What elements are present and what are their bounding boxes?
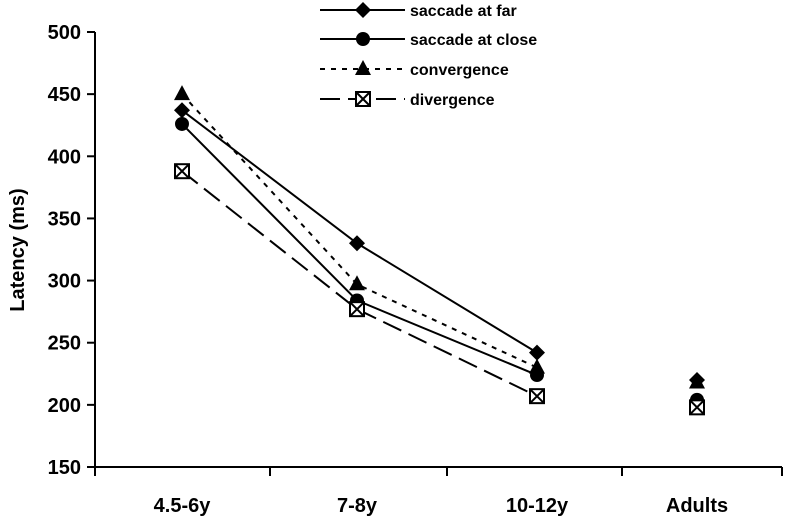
series-markers: [174, 85, 705, 416]
point-s1-0: [175, 116, 189, 131]
legend-marker-0: [355, 2, 371, 18]
y-tick-label-200: 200: [48, 395, 81, 417]
y-tick-label-300: 300: [48, 271, 81, 293]
y-ticks: 150 200 250 300 350 400 450 500: [48, 22, 95, 479]
point-s0-0: [174, 102, 190, 119]
x-categories: 4.5-6y 7-8y 10-12y Adults: [154, 495, 728, 517]
axes: [94, 32, 783, 476]
y-tick-label-400: 400: [48, 146, 81, 168]
y-tick-label-250: 250: [48, 333, 81, 355]
legend-label-2: convergence: [410, 62, 509, 79]
legend-marker-3-cross-b: [355, 91, 371, 107]
legend-label-3: divergence: [410, 92, 495, 109]
x-tick-label-2: 10-12y: [506, 495, 569, 517]
point-s3-0-cross-b: [174, 163, 190, 179]
point-s2-0: [174, 85, 190, 101]
y-tick-label-500: 500: [48, 22, 81, 44]
x-tick-label-1: 7-8y: [337, 495, 378, 517]
point-s2-1: [349, 275, 365, 291]
point-s3-3-cross-b: [689, 399, 705, 416]
legend: saccade at far saccade at close convergenc…: [320, 2, 537, 109]
series-line-3: [181, 170, 538, 398]
point-s3-3: [689, 399, 705, 416]
y-tick-label-450: 450: [48, 84, 81, 106]
point-s3-0: [174, 163, 190, 180]
point-s3-1: [349, 301, 365, 318]
x-tick-label-3: Adults: [666, 495, 728, 517]
point-s3-2: [529, 388, 545, 405]
legend-label-1: saccade at close: [410, 32, 537, 49]
point-s2-2: [529, 358, 545, 374]
point-s2-3: [689, 373, 705, 389]
point-s3-2-cross-b: [529, 388, 545, 404]
legend-marker-1: [356, 32, 370, 46]
legend-label-0: saccade at far: [410, 3, 517, 20]
point-s3-1-cross-b: [349, 301, 365, 317]
y-tick-label-350: 350: [48, 208, 81, 230]
y-tick-label-150: 150: [48, 457, 81, 479]
series-line-2: [181, 93, 538, 369]
point-s0-1: [349, 235, 365, 252]
x-tick-label-0: 4.5-6y: [154, 495, 212, 517]
y-axis-title: Latency (ms): [7, 188, 29, 311]
series-line-1: [181, 123, 538, 376]
point-s0-2: [529, 344, 545, 361]
legend-marker-2: [355, 60, 371, 75]
legend-marker-3: [355, 91, 371, 107]
